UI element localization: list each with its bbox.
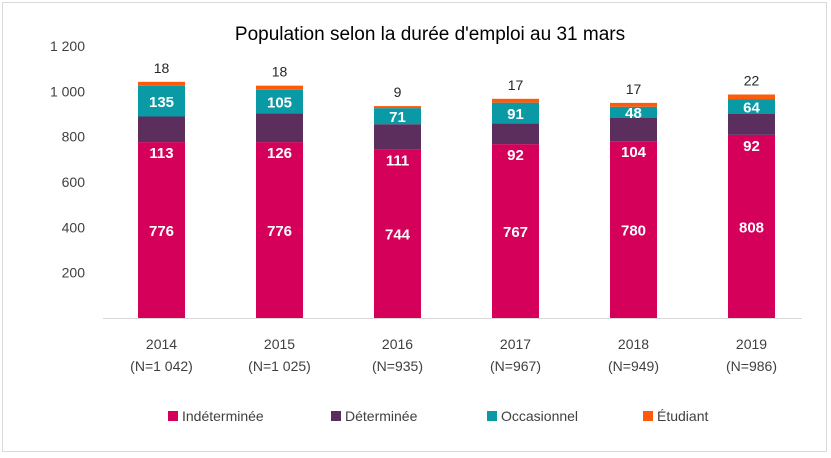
legend-label: Indéterminée xyxy=(182,408,264,424)
legend-item-déterminée[interactable]: Déterminée xyxy=(331,408,418,424)
bar-stack-2016: 744 111 71 9 xyxy=(374,84,421,318)
y-tick-label: 400 xyxy=(62,219,86,235)
chart-title: Population selon la durée d'emploi au 31… xyxy=(235,24,625,45)
data-label: 9 xyxy=(394,84,402,100)
legend-item-étudiant[interactable]: Étudiant xyxy=(643,408,708,424)
legend-label: Étudiant xyxy=(657,408,708,424)
data-label: 105 xyxy=(267,95,292,112)
data-label: 111 xyxy=(386,152,409,169)
x-tick-label: 2016 xyxy=(382,336,413,352)
bar-segment-indéterminée xyxy=(256,142,303,318)
bar-stack-2018: 780 104 48 17 xyxy=(610,81,657,318)
legend: Indéterminée Déterminée Occasionnel Étudian… xyxy=(168,408,708,424)
x-axis: 2014 (N=1 042) 2015 (N=1 025) 2016 (N=935) 201… xyxy=(130,336,777,374)
bar-segment-étudiant xyxy=(728,94,775,100)
y-tick-label: 1 000 xyxy=(50,83,85,99)
legend-label: Occasionnel xyxy=(501,408,578,424)
bar-segment-déterminée xyxy=(374,124,421,150)
legend-swatch xyxy=(331,411,341,421)
bar-segment-indéterminée xyxy=(374,149,421,318)
bar-segment-occasionnel xyxy=(374,108,421,125)
bar-segment-indéterminée xyxy=(492,144,539,318)
data-label: 776 xyxy=(149,223,174,240)
data-label: 22 xyxy=(744,73,760,89)
legend-swatch xyxy=(487,411,497,421)
bar-segment-déterminée xyxy=(138,116,185,143)
y-tick-label: 600 xyxy=(62,174,86,190)
bar-segment-occasionnel xyxy=(610,106,657,118)
x-tick-sublabel: (N=949) xyxy=(608,358,659,374)
data-label: 91 xyxy=(507,106,524,123)
data-label: 126 xyxy=(267,145,292,162)
x-tick-sublabel: (N=967) xyxy=(490,358,541,374)
y-axis: 200 400 600 800 1 000 1 200 xyxy=(50,38,85,281)
x-tick-label: 2015 xyxy=(264,336,295,352)
data-label: 104 xyxy=(621,144,647,161)
bar-segment-déterminée xyxy=(256,113,303,143)
x-tick-sublabel: (N=1 042) xyxy=(130,358,193,374)
data-label: 18 xyxy=(154,60,170,76)
data-label: 92 xyxy=(507,147,524,164)
bar-segment-étudiant xyxy=(610,102,657,107)
y-tick-label: 1 200 xyxy=(50,38,85,54)
x-tick-label: 2017 xyxy=(500,336,531,352)
bar-segment-étudiant xyxy=(138,81,185,86)
bar-segment-déterminée xyxy=(492,123,539,145)
bar-stack-2014: 776 113 135 18 xyxy=(138,60,185,318)
legend-item-occasionnel[interactable]: Occasionnel xyxy=(487,408,578,424)
data-label: 135 xyxy=(149,94,174,111)
bar-segment-déterminée xyxy=(610,117,657,142)
x-tick-label: 2018 xyxy=(618,336,649,352)
data-label: 780 xyxy=(621,223,646,240)
legend-item-indéterminée[interactable]: Indéterminée xyxy=(168,408,264,424)
data-label: 17 xyxy=(508,77,524,93)
y-tick-label: 800 xyxy=(62,129,86,145)
data-label: 113 xyxy=(149,145,173,162)
y-tick-label: 200 xyxy=(62,265,86,281)
bars-group: 776 113 135 18 776 126 105 18 744 111 71 9 767 92 91 17… xyxy=(138,60,775,318)
bar-segment-déterminée xyxy=(728,114,775,135)
x-tick-sublabel: (N=986) xyxy=(726,358,777,374)
data-label: 767 xyxy=(503,224,528,241)
data-label: 744 xyxy=(385,227,411,244)
bar-stack-2015: 776 126 105 18 xyxy=(256,64,303,318)
bar-segment-occasionnel xyxy=(492,102,539,124)
x-tick-label: 2014 xyxy=(146,336,177,352)
legend-swatch xyxy=(168,411,178,421)
bar-stack-2017: 767 92 91 17 xyxy=(492,77,539,318)
bar-stack-2019: 808 92 64 22 xyxy=(728,73,775,318)
legend-swatch xyxy=(643,411,653,421)
x-tick-sublabel: (N=935) xyxy=(372,358,423,374)
data-label: 48 xyxy=(625,105,642,122)
data-label: 808 xyxy=(739,219,764,236)
bar-segment-occasionnel xyxy=(256,89,303,114)
bar-segment-étudiant xyxy=(374,106,421,109)
data-label: 18 xyxy=(272,64,288,80)
bar-segment-étudiant xyxy=(492,98,539,103)
bar-segment-indéterminée xyxy=(728,134,775,318)
legend-label: Déterminée xyxy=(345,408,418,424)
bar-segment-occasionnel xyxy=(728,99,775,114)
x-tick-label: 2019 xyxy=(736,336,767,352)
x-tick-sublabel: (N=1 025) xyxy=(248,358,311,374)
bar-segment-étudiant xyxy=(256,85,303,90)
bar-segment-indéterminée xyxy=(138,142,185,318)
bar-segment-occasionnel xyxy=(138,85,185,117)
data-label: 17 xyxy=(626,81,642,97)
data-label: 64 xyxy=(743,100,760,117)
data-label: 92 xyxy=(743,138,760,155)
data-label: 776 xyxy=(267,223,292,240)
bar-segment-indéterminée xyxy=(610,141,657,318)
data-label: 71 xyxy=(389,109,406,126)
